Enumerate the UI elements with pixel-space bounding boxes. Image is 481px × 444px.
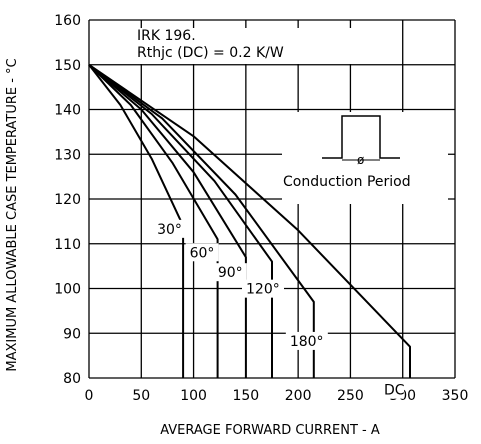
series-label-bg: [185, 243, 219, 262]
series-label: 30°: [157, 222, 182, 238]
series-label: 60°: [190, 245, 215, 261]
y-axis-label: MAXIMUM ALLOWABLE CASE TEMPERATURE - °C: [5, 58, 20, 371]
phi-symbol: ø: [357, 153, 364, 167]
series-label: 180°: [290, 334, 324, 350]
series-label-bg: [242, 279, 284, 298]
series-label-bg: [380, 380, 405, 399]
series-line: [88, 64, 273, 378]
series-label-bg: [213, 263, 247, 282]
series-label: 120°: [246, 282, 280, 298]
y-tick-label: 140: [54, 103, 81, 119]
x-tick-label: 150: [232, 388, 259, 404]
rthjc-annotation: Rthjc (DC) = 0.2 K/W: [137, 45, 284, 61]
series-label-bg: [285, 331, 328, 350]
x-tick-label: 200: [285, 388, 312, 404]
y-tick-label: 80: [63, 371, 81, 387]
series-label-bg: [153, 219, 187, 238]
x-ticks: 050100150200250300350: [85, 388, 469, 404]
y-tick-label: 120: [54, 192, 81, 208]
y-tick-label: 110: [54, 237, 81, 253]
device-annotation: IRK 196.: [137, 28, 196, 44]
y-tick-label: 130: [54, 147, 81, 163]
x-tick-label: 350: [442, 388, 469, 404]
x-tick-label: 50: [132, 388, 150, 404]
series-label: DC: [384, 383, 405, 399]
series-line: [88, 63, 315, 378]
y-tick-label: 160: [54, 13, 81, 29]
series-line: [88, 63, 411, 378]
y-ticks: 80 90 100 110 120 130 140 150 160: [54, 13, 81, 387]
x-tick-label: 100: [180, 388, 207, 404]
conduction-period-label: Conduction Period: [283, 174, 411, 190]
y-tick-label: 90: [63, 326, 81, 342]
conduction-period-inset: ø Conduction Period: [282, 112, 448, 204]
curves: 30° 60°90°120° 180° DC: [88, 63, 411, 399]
conduction-waveform: [322, 115, 400, 159]
series-label: 90°: [218, 265, 243, 281]
series-line: [88, 64, 185, 378]
y-tick-label: 150: [54, 58, 81, 74]
series-line: [88, 64, 219, 378]
x-axis-label: AVERAGE FORWARD CURRENT - A: [160, 423, 380, 438]
y-tick-label: 100: [54, 282, 81, 298]
x-tick-label: 250: [337, 388, 364, 404]
annotation-backdrop: [95, 28, 375, 64]
x-tick-label: 0: [85, 388, 94, 404]
